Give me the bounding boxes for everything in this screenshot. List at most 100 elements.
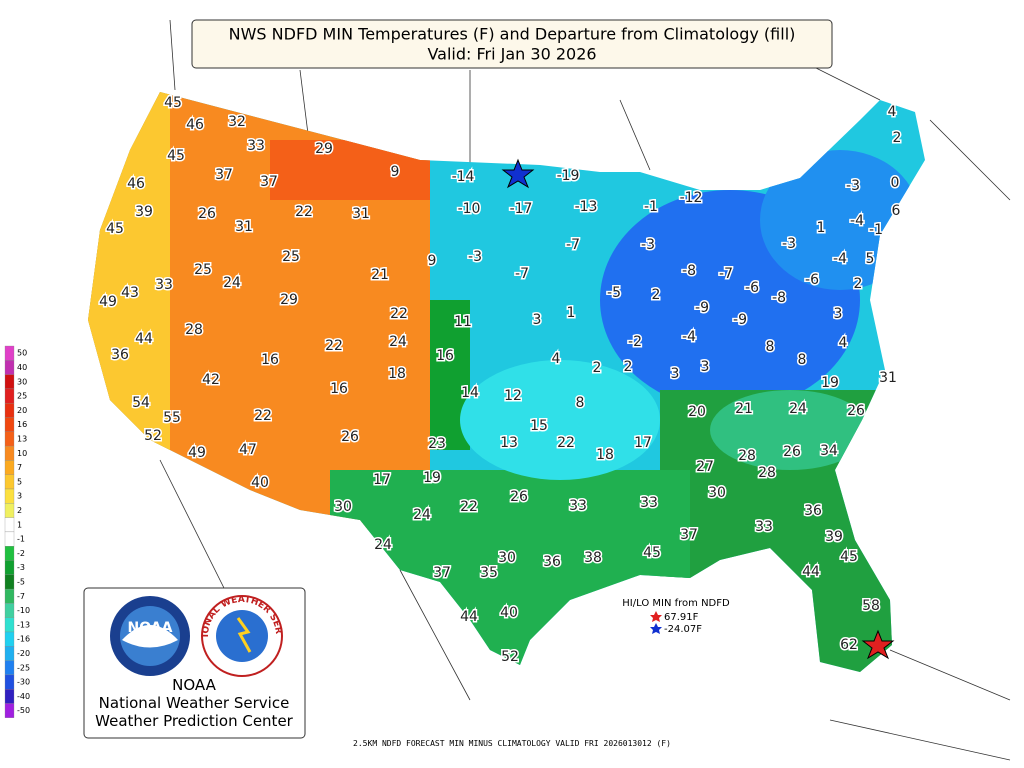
station-temp: 42 <box>202 372 220 388</box>
station-temp: 39 <box>135 204 153 220</box>
legend-label: -7 <box>17 592 25 601</box>
station-temp: -7 <box>515 266 529 282</box>
legend-label: 7 <box>17 463 22 472</box>
station-temp: 47 <box>239 442 257 458</box>
station-temp: 35 <box>480 565 498 581</box>
legend-swatch <box>4 546 15 561</box>
legend-swatch <box>4 403 15 418</box>
station-temp: -10 <box>458 201 481 217</box>
station-temp: 45 <box>164 95 182 111</box>
station-temp: 16 <box>436 348 454 364</box>
logo-line2: Weather Prediction Center <box>95 712 294 730</box>
station-temp: 52 <box>144 428 162 444</box>
station-temp: -8 <box>772 290 786 306</box>
station-temp: 55 <box>163 410 181 426</box>
station-temp: 45 <box>643 545 661 561</box>
station-temp: 8 <box>766 339 775 355</box>
logo-line1: National Weather Service <box>99 694 290 712</box>
station-temp: 27 <box>696 459 714 475</box>
station-temp: 37 <box>433 565 451 581</box>
station-temp: 22 <box>295 204 313 220</box>
legend-swatch <box>4 445 15 461</box>
hilo-stars <box>501 158 895 660</box>
hilo-high: 67.91F <box>664 612 699 623</box>
legend: 50 40 30 25 20 16 13 10 7 5 3 2 1 -1 -2 -3 -5 -7 -10 -13 -16… <box>4 345 30 718</box>
station-temp: 36 <box>111 347 129 363</box>
station-temp: 28 <box>185 322 203 338</box>
station-temp: 8 <box>576 395 585 411</box>
legend-swatch <box>4 474 15 490</box>
station-temp: 31 <box>352 206 370 222</box>
hilo-high-icon <box>650 611 662 622</box>
station-temp: 4 <box>888 104 897 120</box>
station-temp: 54 <box>132 395 150 411</box>
noaa-logo-text: NOAA <box>128 620 173 636</box>
station-temp: 44 <box>135 331 153 347</box>
legend-swatch <box>4 517 15 533</box>
station-temp: 32 <box>228 114 246 130</box>
legend-swatch <box>4 503 15 518</box>
station-temp: 26 <box>847 403 865 419</box>
station-temp: 33 <box>247 138 265 154</box>
legend-label: -3 <box>17 563 25 572</box>
legend-label: 3 <box>17 492 22 501</box>
legend-label: 5 <box>17 477 22 486</box>
station-temp: 37 <box>215 167 233 183</box>
station-temp: 62 <box>840 637 858 653</box>
hilo-low: -24.07F <box>664 624 702 635</box>
legend-label: 25 <box>17 392 27 401</box>
station-temp: 31 <box>879 370 897 386</box>
title-box <box>191 19 833 69</box>
legend-swatch <box>4 360 15 375</box>
station-temp: -6 <box>745 280 759 296</box>
hilo-low-icon <box>650 623 662 634</box>
station-temp: 20 <box>688 404 706 420</box>
station-temp: 22 <box>557 435 575 451</box>
station-temp: 21 <box>371 267 389 283</box>
station-temp: 22 <box>390 306 408 322</box>
station-temp: 3 <box>834 306 843 322</box>
station-temp: 22 <box>460 499 478 515</box>
station-temp: 33 <box>640 495 658 511</box>
station-temp: 16 <box>261 352 279 368</box>
station-temp: 5 <box>866 251 875 267</box>
legend-label: -5 <box>17 577 25 586</box>
station-temp: 16 <box>330 381 348 397</box>
legend-label: 13 <box>17 434 27 443</box>
station-temp: 36 <box>804 503 822 519</box>
station-temp: 23 <box>428 436 446 452</box>
station-temp: 28 <box>738 448 756 464</box>
station-temp: 37 <box>680 527 698 543</box>
legend-swatch <box>4 588 15 604</box>
station-temp: 39 <box>825 529 843 545</box>
station-temp: 2 <box>624 359 633 375</box>
legend-label: 16 <box>17 420 27 429</box>
station-temp: 46 <box>186 117 204 133</box>
footer: 2.5KM NDFD FORECAST MIN MINUS CLIMATOLOG… <box>353 739 671 748</box>
station-temp: 6 <box>892 203 901 219</box>
station-temp: -3 <box>641 237 655 253</box>
station-temp: -9 <box>695 300 709 316</box>
station-temp: 2 <box>893 130 902 146</box>
station-temp: 29 <box>280 292 298 308</box>
legend-label: 20 <box>17 406 27 415</box>
legend-swatch <box>4 674 15 690</box>
station-temp: 28 <box>758 465 776 481</box>
station-temp: 4 <box>839 335 848 351</box>
station-temp: -14 <box>452 169 475 185</box>
legend-swatch <box>4 388 15 404</box>
legend-label: -25 <box>17 663 30 672</box>
station-temp: 22 <box>254 408 272 424</box>
legend-swatch <box>4 488 15 504</box>
legend-swatch <box>4 603 15 618</box>
station-temp: 13 <box>500 435 518 451</box>
legend-swatch <box>4 345 15 361</box>
legend-label: 30 <box>17 377 27 386</box>
logo-noaa: NOAA <box>172 676 216 694</box>
station-temp: 8 <box>798 352 807 368</box>
station-temp: -3 <box>468 249 482 265</box>
station-temp: 33 <box>755 519 773 535</box>
legend-label: -30 <box>17 678 30 687</box>
station-temp: 49 <box>188 445 206 461</box>
